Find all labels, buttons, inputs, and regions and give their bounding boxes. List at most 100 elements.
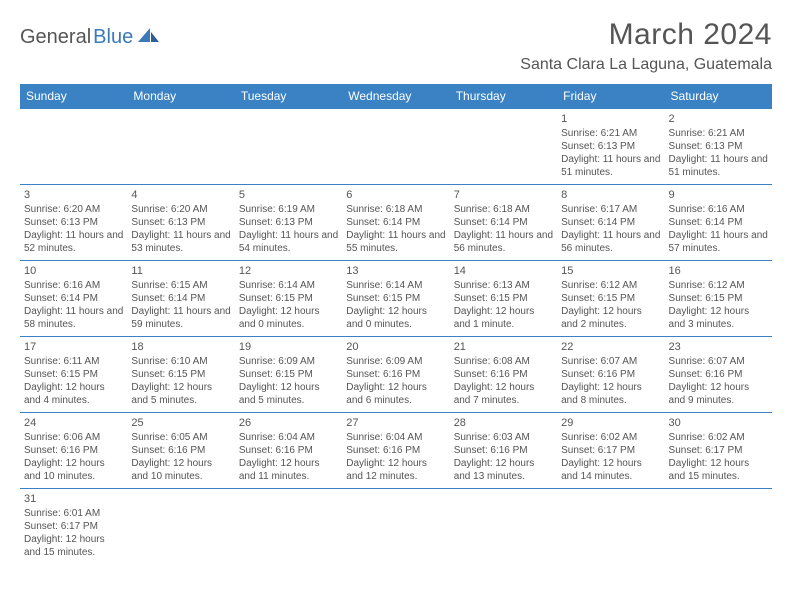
day-number: 29 [561, 416, 660, 430]
day-cell: 18Sunrise: 6:10 AMSunset: 6:15 PMDayligh… [127, 337, 234, 413]
sunrise-line: Sunrise: 6:16 AM [24, 279, 123, 292]
day-header: Wednesday [342, 84, 449, 109]
day-cell: 3Sunrise: 6:20 AMSunset: 6:13 PMDaylight… [20, 185, 127, 261]
sunrise-line: Sunrise: 6:16 AM [669, 203, 768, 216]
day-cell: 16Sunrise: 6:12 AMSunset: 6:15 PMDayligh… [665, 261, 772, 337]
day-number: 25 [131, 416, 230, 430]
daylight-line: Daylight: 12 hours and 3 minutes. [669, 305, 768, 331]
sunset-line: Sunset: 6:16 PM [454, 368, 553, 381]
day-number: 19 [239, 340, 338, 354]
day-cell: 20Sunrise: 6:09 AMSunset: 6:16 PMDayligh… [342, 337, 449, 413]
sunrise-line: Sunrise: 6:08 AM [454, 355, 553, 368]
calendar-table: SundayMondayTuesdayWednesdayThursdayFrid… [20, 84, 772, 565]
day-number: 13 [346, 264, 445, 278]
sunrise-line: Sunrise: 6:14 AM [346, 279, 445, 292]
day-cell: 28Sunrise: 6:03 AMSunset: 6:16 PMDayligh… [450, 413, 557, 489]
sunrise-line: Sunrise: 6:06 AM [24, 431, 123, 444]
empty-cell [342, 109, 449, 185]
daylight-line: Daylight: 12 hours and 0 minutes. [346, 305, 445, 331]
empty-cell [235, 489, 342, 565]
day-number: 17 [24, 340, 123, 354]
day-header: Saturday [665, 84, 772, 109]
daylight-line: Daylight: 11 hours and 53 minutes. [131, 229, 230, 255]
daylight-line: Daylight: 12 hours and 10 minutes. [131, 457, 230, 483]
sunrise-line: Sunrise: 6:20 AM [24, 203, 123, 216]
sunset-line: Sunset: 6:15 PM [239, 292, 338, 305]
day-number: 12 [239, 264, 338, 278]
day-number: 20 [346, 340, 445, 354]
day-number: 14 [454, 264, 553, 278]
day-cell: 21Sunrise: 6:08 AMSunset: 6:16 PMDayligh… [450, 337, 557, 413]
sunset-line: Sunset: 6:13 PM [239, 216, 338, 229]
daylight-line: Daylight: 11 hours and 51 minutes. [669, 153, 768, 179]
day-cell: 29Sunrise: 6:02 AMSunset: 6:17 PMDayligh… [557, 413, 664, 489]
empty-cell [450, 109, 557, 185]
day-cell: 24Sunrise: 6:06 AMSunset: 6:16 PMDayligh… [20, 413, 127, 489]
sunset-line: Sunset: 6:14 PM [131, 292, 230, 305]
sunset-line: Sunset: 6:14 PM [454, 216, 553, 229]
day-number: 27 [346, 416, 445, 430]
calendar-week-row: 1Sunrise: 6:21 AMSunset: 6:13 PMDaylight… [20, 109, 772, 185]
day-cell: 26Sunrise: 6:04 AMSunset: 6:16 PMDayligh… [235, 413, 342, 489]
header: GeneralBlue March 2024 Santa Clara La La… [20, 18, 772, 74]
sunset-line: Sunset: 6:17 PM [561, 444, 660, 457]
sunrise-line: Sunrise: 6:14 AM [239, 279, 338, 292]
sunrise-line: Sunrise: 6:07 AM [669, 355, 768, 368]
day-number: 30 [669, 416, 768, 430]
day-number: 4 [131, 188, 230, 202]
sunrise-line: Sunrise: 6:02 AM [561, 431, 660, 444]
sunset-line: Sunset: 6:14 PM [669, 216, 768, 229]
day-number: 16 [669, 264, 768, 278]
daylight-line: Daylight: 12 hours and 6 minutes. [346, 381, 445, 407]
sunset-line: Sunset: 6:16 PM [24, 444, 123, 457]
location: Santa Clara La Laguna, Guatemala [520, 56, 772, 74]
day-cell: 2Sunrise: 6:21 AMSunset: 6:13 PMDaylight… [665, 109, 772, 185]
day-cell: 1Sunrise: 6:21 AMSunset: 6:13 PMDaylight… [557, 109, 664, 185]
sunset-line: Sunset: 6:17 PM [669, 444, 768, 457]
sunrise-line: Sunrise: 6:07 AM [561, 355, 660, 368]
day-cell: 17Sunrise: 6:11 AMSunset: 6:15 PMDayligh… [20, 337, 127, 413]
calendar-week-row: 10Sunrise: 6:16 AMSunset: 6:14 PMDayligh… [20, 261, 772, 337]
daylight-line: Daylight: 12 hours and 14 minutes. [561, 457, 660, 483]
day-number: 18 [131, 340, 230, 354]
day-cell: 6Sunrise: 6:18 AMSunset: 6:14 PMDaylight… [342, 185, 449, 261]
sunrise-line: Sunrise: 6:04 AM [239, 431, 338, 444]
empty-cell [20, 109, 127, 185]
daylight-line: Daylight: 12 hours and 0 minutes. [239, 305, 338, 331]
sunrise-line: Sunrise: 6:21 AM [561, 127, 660, 140]
sunset-line: Sunset: 6:16 PM [346, 368, 445, 381]
sunset-line: Sunset: 6:15 PM [561, 292, 660, 305]
month-title: March 2024 [520, 18, 772, 52]
empty-cell [235, 109, 342, 185]
day-cell: 4Sunrise: 6:20 AMSunset: 6:13 PMDaylight… [127, 185, 234, 261]
sunrise-line: Sunrise: 6:20 AM [131, 203, 230, 216]
day-number: 8 [561, 188, 660, 202]
day-cell: 10Sunrise: 6:16 AMSunset: 6:14 PMDayligh… [20, 261, 127, 337]
day-number: 5 [239, 188, 338, 202]
day-number: 11 [131, 264, 230, 278]
day-number: 31 [24, 492, 123, 506]
daylight-line: Daylight: 11 hours and 58 minutes. [24, 305, 123, 331]
sunset-line: Sunset: 6:13 PM [131, 216, 230, 229]
sunrise-line: Sunrise: 6:12 AM [669, 279, 768, 292]
day-number: 9 [669, 188, 768, 202]
sunset-line: Sunset: 6:15 PM [24, 368, 123, 381]
sunrise-line: Sunrise: 6:09 AM [239, 355, 338, 368]
day-header: Thursday [450, 84, 557, 109]
sunrise-line: Sunrise: 6:12 AM [561, 279, 660, 292]
sunrise-line: Sunrise: 6:11 AM [24, 355, 123, 368]
day-cell: 9Sunrise: 6:16 AMSunset: 6:14 PMDaylight… [665, 185, 772, 261]
day-cell: 15Sunrise: 6:12 AMSunset: 6:15 PMDayligh… [557, 261, 664, 337]
daylight-line: Daylight: 12 hours and 13 minutes. [454, 457, 553, 483]
daylight-line: Daylight: 11 hours and 57 minutes. [669, 229, 768, 255]
sunset-line: Sunset: 6:16 PM [239, 444, 338, 457]
daylight-line: Daylight: 12 hours and 11 minutes. [239, 457, 338, 483]
daylight-line: Daylight: 11 hours and 51 minutes. [561, 153, 660, 179]
day-header: Tuesday [235, 84, 342, 109]
daylight-line: Daylight: 12 hours and 9 minutes. [669, 381, 768, 407]
day-number: 15 [561, 264, 660, 278]
day-header: Sunday [20, 84, 127, 109]
day-number: 26 [239, 416, 338, 430]
day-number: 24 [24, 416, 123, 430]
daylight-line: Daylight: 11 hours and 52 minutes. [24, 229, 123, 255]
